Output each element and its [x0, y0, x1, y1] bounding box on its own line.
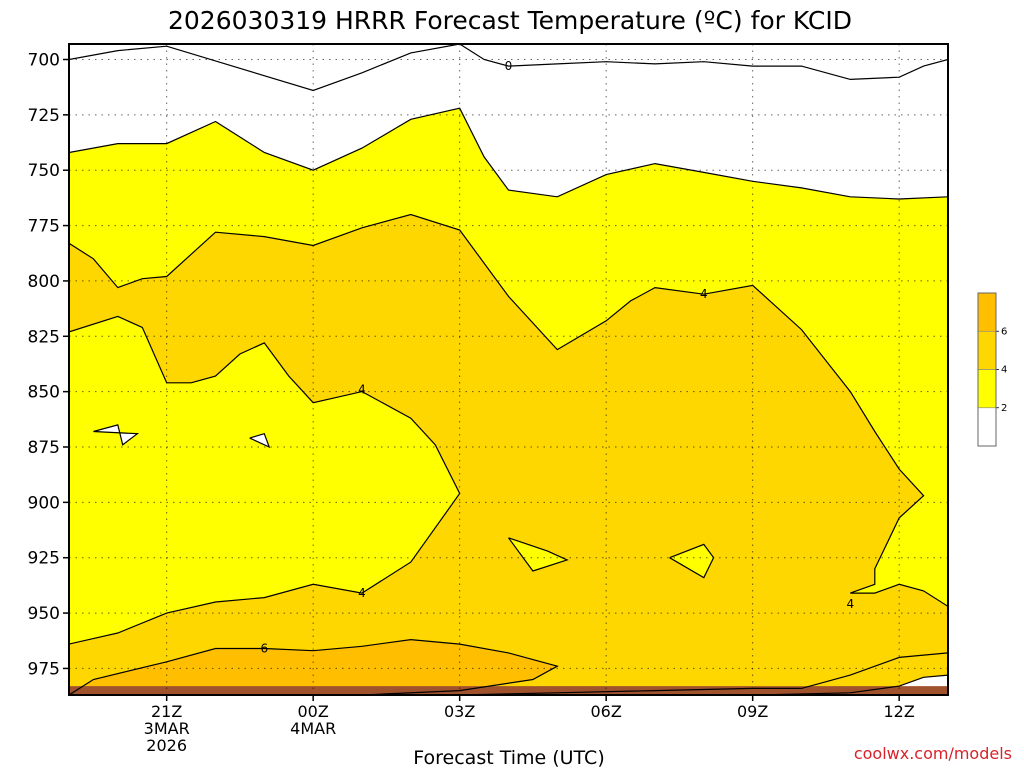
- contour-2c: [93, 424, 140, 446]
- y-tick-label: 950: [28, 604, 60, 624]
- plot-frame: [68, 43, 949, 696]
- x-tick-label: 3MAR: [144, 719, 190, 738]
- legend-swatch: [977, 407, 997, 447]
- y-tick-label: 750: [28, 161, 60, 181]
- x-tick-label: 2026: [146, 736, 187, 755]
- y-tick-label: 775: [28, 217, 60, 237]
- x-tick-label: 12Z: [884, 702, 915, 721]
- contour-label: 4: [700, 287, 708, 301]
- ground-terrain: [69, 686, 948, 695]
- y-tick-label: 800: [28, 272, 60, 292]
- region-yellow-pocket-b: [669, 544, 714, 578]
- y-tick-label: 900: [28, 493, 60, 513]
- y-tick-label: 925: [28, 549, 60, 569]
- contour-4c: [508, 537, 569, 572]
- contour-6c: [69, 638, 559, 695]
- x-tick-label: 00Z: [298, 702, 329, 721]
- contour-label: 4: [847, 597, 855, 611]
- x-axis-label: Forecast Time (UTC): [413, 747, 604, 768]
- y-tick-label: 850: [28, 383, 60, 403]
- x-tick-label: 06Z: [591, 702, 622, 721]
- region-band-above-4: [69, 214, 948, 695]
- contour-0c: [69, 44, 948, 92]
- contour-label: 4: [358, 586, 366, 600]
- contour-label: 4: [358, 382, 366, 396]
- y-tick-label: 725: [28, 106, 60, 126]
- filled-regions: [69, 44, 948, 695]
- contour-labels: 0 4 4 4 6 4: [261, 59, 855, 656]
- legend-label: 2: [1001, 403, 1007, 414]
- color-legend: 2 4 6: [977, 292, 1007, 447]
- x-tick-label: 21Z: [151, 702, 182, 721]
- x-tick-label: 03Z: [444, 702, 475, 721]
- contour-label: 0: [505, 59, 513, 73]
- chart-title: 2026030319 HRRR Forecast Temperature (ºC…: [168, 6, 852, 35]
- region-white-pocket-a: [93, 424, 138, 445]
- y-axis: 700 725 750 775 800 825 850 875 900 925 950 975: [28, 51, 69, 679]
- credit-link[interactable]: coolwx.com/models: [854, 744, 1012, 763]
- contour-4c: [69, 315, 461, 645]
- legend-label: 6: [1001, 326, 1007, 337]
- y-tick-label: 700: [28, 51, 60, 71]
- contour-lines: [69, 44, 948, 695]
- legend-swatch: [977, 292, 997, 332]
- grid-lines: [69, 44, 948, 695]
- contour-2c: [249, 432, 271, 449]
- x-tick-label: 09Z: [737, 702, 768, 721]
- y-tick-label: 825: [28, 327, 60, 347]
- legend-swatch: [977, 369, 997, 409]
- contour-2c: [752, 674, 948, 695]
- contour-4c: [459, 652, 948, 695]
- y-tick-label: 875: [28, 438, 60, 458]
- region-yellow-pocket-a: [508, 537, 568, 571]
- contour-4c: [69, 213, 948, 607]
- region-white-pocket-upper: [69, 44, 948, 91]
- y-tick-label: 975: [28, 659, 60, 679]
- legend-label: 4: [1001, 365, 1007, 376]
- contour-label: 6: [261, 642, 269, 656]
- contour-2c: [69, 107, 948, 200]
- contour-4c: [669, 543, 715, 579]
- region-band-above-6: [69, 639, 558, 695]
- legend-swatch: [977, 330, 997, 370]
- x-tick-label: 4MAR: [290, 719, 336, 738]
